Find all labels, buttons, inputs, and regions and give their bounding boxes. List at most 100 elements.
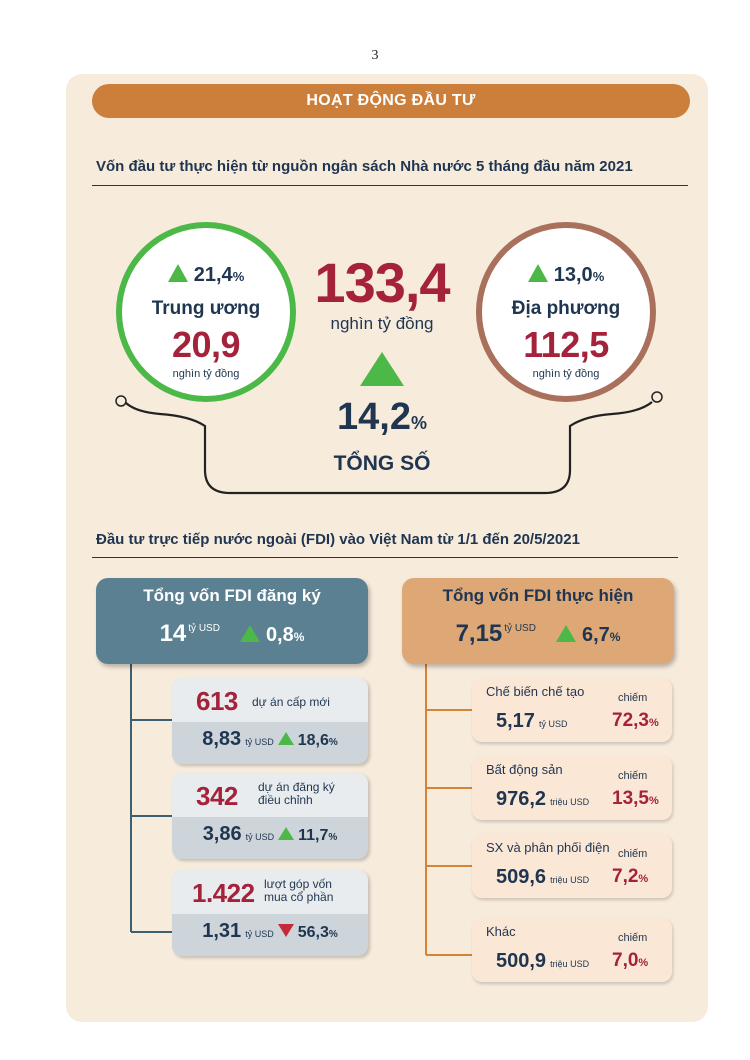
fdi-registered-header: Tổng vốn FDI đăng ký 14 tỷ USD 0,8% bbox=[96, 578, 368, 664]
sector-value: 509,6 triệu USD bbox=[496, 866, 589, 889]
fdi-implemented-unit: tỷ USD bbox=[504, 623, 536, 634]
fdi-registered-value: 14 bbox=[159, 620, 187, 647]
fdi-new-projects-card: 613 dự án cấp mới 8,83 tỷ USD 18,6% bbox=[172, 678, 368, 764]
fdi-registered-unit: tỷ USD bbox=[188, 623, 220, 634]
capital-unit: tỷ USD bbox=[245, 929, 274, 939]
budget-title-rule bbox=[92, 185, 688, 186]
fdi-implemented-title: Tổng vốn FDI thực hiện bbox=[442, 586, 634, 605]
up-triangle-icon bbox=[360, 352, 404, 386]
percent-sign: % bbox=[410, 413, 427, 433]
fdi-registered-title: Tổng vốn FDI đăng ký bbox=[143, 586, 321, 605]
new-projects-desc: dự án cấp mới bbox=[252, 695, 330, 709]
growth-value: 6,7 bbox=[581, 624, 610, 646]
fdi-registered-summary: 14 tỷ USD 0,8% bbox=[96, 620, 368, 648]
sector-share: 72,3% bbox=[612, 710, 659, 732]
value-number: 509,6 bbox=[496, 866, 547, 888]
sector-share: 7,2% bbox=[612, 866, 648, 888]
local-unit: nghìn tỷ đồng bbox=[532, 368, 600, 380]
new-projects-summary: 8,83 tỷ USD 18,6% bbox=[172, 728, 368, 751]
local-value: 112,5 bbox=[523, 324, 609, 365]
growth-value: 11,7 bbox=[298, 827, 329, 844]
share-value: 13,5 bbox=[612, 788, 649, 809]
capital-value: 1,31 bbox=[202, 920, 242, 942]
sector-value: 500,9 triệu USD bbox=[496, 950, 589, 973]
capital-value: 8,83 bbox=[202, 728, 242, 750]
up-triangle-icon bbox=[277, 732, 294, 745]
sector-card-real-estate: Bất động sản chiếm 976,2 triệu USD 13,5% bbox=[472, 756, 672, 820]
sector-name: SX và phân phối điện bbox=[486, 840, 610, 855]
sector-value: 976,2 triệu USD bbox=[496, 788, 589, 811]
percent-sign: % bbox=[638, 873, 649, 885]
share-value: 7,2 bbox=[612, 866, 639, 887]
percent-sign: % bbox=[648, 717, 659, 729]
fdi-implemented-header: Tổng vốn FDI thực hiện 7,15 tỷ USD 6,7% bbox=[402, 578, 674, 664]
fdi-adjusted-projects-card: 342 dự án đăng ký điều chỉnh 3,86 tỷ USD 1… bbox=[172, 773, 368, 859]
up-triangle-icon bbox=[555, 625, 576, 642]
sector-name: Bất động sản bbox=[486, 762, 563, 777]
sector-name: Khác bbox=[486, 924, 516, 939]
budget-section-title: Vốn đầu tư thực hiện từ nguồn ngân sách … bbox=[96, 158, 633, 175]
percent-sign: % bbox=[638, 957, 649, 969]
value-unit: triệu USD bbox=[550, 875, 590, 885]
growth-value: 56,3 bbox=[297, 924, 329, 941]
central-label: Trung ương bbox=[151, 298, 261, 319]
percent-sign: % bbox=[232, 269, 245, 284]
value-unit: triệu USD bbox=[550, 959, 590, 969]
sector-card-other: Khác chiếm 500,9 triệu USD 7,0% bbox=[472, 918, 672, 982]
growth: 11,7% bbox=[298, 827, 337, 844]
percent-sign: % bbox=[648, 795, 659, 807]
value-unit: tỷ USD bbox=[538, 719, 568, 729]
central-growth-value: 21,4 bbox=[193, 264, 233, 286]
total-growth: 14,2% bbox=[300, 396, 464, 439]
new-projects-count: 613 bbox=[196, 686, 238, 716]
total-unit: nghìn tỷ đồng bbox=[330, 314, 434, 333]
value-number: 500,9 bbox=[496, 950, 547, 972]
percent-sign: % bbox=[328, 737, 338, 748]
percent-sign: % bbox=[592, 269, 605, 284]
sector-card-electricity: SX và phân phối điện chiếm 509,6 triệu US… bbox=[472, 834, 672, 898]
share-value: 72,3 bbox=[612, 710, 649, 731]
growth-value: 18,6 bbox=[297, 732, 329, 749]
local-budget-circle: 13,0% Địa phương 112,5 nghìn tỷ đồng bbox=[476, 222, 656, 402]
total-growth-value: 14,2 bbox=[337, 396, 411, 438]
fdi-registered-growth: 0,8% bbox=[266, 624, 304, 646]
adjusted-projects-summary: 3,86 tỷ USD 11,7% bbox=[172, 823, 368, 846]
page-number: 3 bbox=[371, 48, 379, 63]
down-triangle-icon bbox=[277, 924, 294, 937]
adjusted-projects-desc-2: điều chỉnh bbox=[258, 793, 313, 807]
adjusted-projects-desc-1: dự án đăng ký bbox=[258, 780, 335, 794]
capital-unit: tỷ USD bbox=[245, 737, 274, 747]
up-triangle-icon bbox=[239, 625, 260, 642]
share-label: chiếm bbox=[618, 692, 648, 704]
share-label: chiếm bbox=[618, 770, 648, 782]
section-banner: HOẠT ĐỘNG ĐẦU TƯ bbox=[92, 84, 690, 118]
percent-sign: % bbox=[328, 832, 338, 843]
fdi-share-purchase-card: 1.422 lượt góp vốn mua cổ phần 1,31 tỷ US… bbox=[172, 870, 368, 956]
share-purchase-desc-1: lượt góp vốn bbox=[264, 877, 332, 891]
up-triangle-icon bbox=[167, 264, 188, 282]
percent-sign: % bbox=[328, 929, 338, 940]
fdi-implemented-growth: 6,7% bbox=[582, 624, 620, 646]
value-number: 976,2 bbox=[496, 788, 547, 810]
sector-share: 7,0% bbox=[612, 950, 648, 972]
total-value: 133,4 bbox=[314, 251, 450, 314]
sector-name: Chế biến chế tạo bbox=[486, 684, 585, 699]
up-triangle-icon bbox=[278, 827, 295, 840]
fdi-section-title: Đầu tư trực tiếp nước ngoài (FDI) vào Vi… bbox=[96, 531, 580, 548]
central-value: 20,9 bbox=[171, 324, 241, 365]
capital-unit: tỷ USD bbox=[245, 832, 275, 842]
value-unit: triệu USD bbox=[550, 797, 590, 807]
share-purchase-desc-2: mua cổ phần bbox=[264, 890, 334, 904]
sector-card-manufacturing: Chế biến chế tạo chiếm 5,17 tỷ USD 72,3% bbox=[472, 678, 672, 742]
share-purchase-count: 1.422 bbox=[192, 878, 255, 908]
local-label: Địa phương bbox=[511, 298, 621, 319]
share-value: 7,0 bbox=[612, 950, 639, 971]
central-budget-circle: 21,4% Trung ương 20,9 nghìn tỷ đồng bbox=[116, 222, 296, 402]
capital-value: 3,86 bbox=[202, 823, 242, 845]
sector-value: 5,17 tỷ USD bbox=[496, 710, 567, 733]
fdi-implemented-value: 7,15 bbox=[455, 620, 503, 647]
central-growth: 21,4% bbox=[122, 264, 290, 287]
percent-sign: % bbox=[609, 630, 621, 644]
